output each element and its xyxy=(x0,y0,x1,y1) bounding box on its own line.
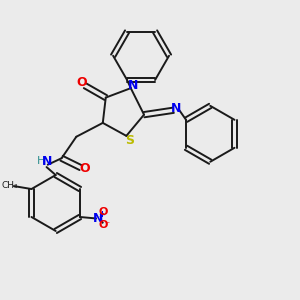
Text: N: N xyxy=(128,79,138,92)
Text: +: + xyxy=(98,210,106,219)
Text: CH₃: CH₃ xyxy=(2,181,19,190)
Text: ⁻: ⁻ xyxy=(104,220,109,230)
Text: O: O xyxy=(99,220,108,230)
Text: N: N xyxy=(41,155,52,168)
Text: S: S xyxy=(125,134,134,147)
Text: O: O xyxy=(76,76,87,89)
Text: O: O xyxy=(79,162,90,175)
Text: O: O xyxy=(99,207,108,217)
Text: N: N xyxy=(171,102,182,115)
Text: H: H xyxy=(37,156,46,166)
Text: N: N xyxy=(93,212,104,225)
